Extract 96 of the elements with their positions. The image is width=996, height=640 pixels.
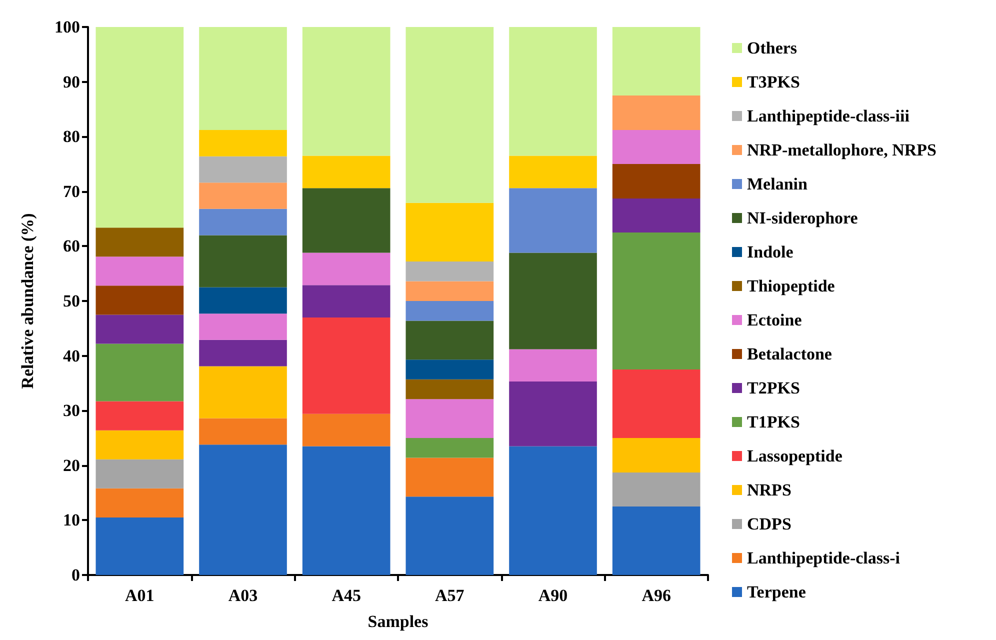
- y-tick-label: 80: [63, 127, 80, 146]
- bar: [302, 285, 390, 318]
- bar: [96, 401, 184, 430]
- bar: [199, 182, 287, 209]
- x-tick-label: A45: [332, 586, 361, 605]
- bar: [302, 446, 390, 575]
- bar: [612, 232, 700, 370]
- bar: [302, 27, 390, 156]
- bar: [612, 96, 700, 130]
- legend-label: T1PKS: [747, 412, 800, 432]
- bar: [199, 130, 287, 156]
- bar: [612, 438, 700, 473]
- bar: [199, 444, 287, 575]
- bar: [199, 235, 287, 288]
- bar: [199, 418, 287, 445]
- legend-label: NRPS: [747, 480, 792, 500]
- x-tick-label: A96: [642, 586, 671, 605]
- y-tick-label: 60: [63, 236, 80, 256]
- legend-label: Terpene: [747, 582, 806, 602]
- y-tick-label: 50: [63, 292, 80, 310]
- y-tick-label: 90: [63, 72, 80, 92]
- bar: [509, 382, 597, 446]
- y-axis-title: Relative abundance (%): [18, 213, 37, 389]
- bar: [406, 379, 494, 400]
- legend-label: Lanthipeptide-class-iii: [747, 106, 910, 126]
- bar: [406, 496, 494, 575]
- bar: [509, 156, 597, 188]
- bar: [96, 344, 184, 402]
- bar: [199, 366, 287, 418]
- bar: [509, 188, 597, 253]
- bar: [199, 27, 287, 130]
- bar: [302, 317, 390, 414]
- bar: [199, 208, 287, 236]
- bar: [406, 202, 494, 262]
- bar: [612, 506, 700, 575]
- bar: [509, 27, 597, 156]
- bar: [199, 156, 287, 183]
- bar: [612, 198, 700, 232]
- legend-label: Lassopeptide: [747, 446, 843, 466]
- legend-label: Thiopeptide: [747, 276, 836, 296]
- bar: [96, 228, 184, 257]
- bar: [96, 459, 184, 488]
- bar: [406, 262, 494, 282]
- bar: [406, 438, 494, 458]
- bar: [612, 164, 700, 199]
- bar: [509, 349, 597, 382]
- bar: [302, 252, 390, 286]
- legend-label: T2PKS: [747, 378, 800, 398]
- legend-label: T3PKS: [747, 72, 800, 92]
- legend-label: NI-siderophore: [747, 208, 858, 228]
- bar: [96, 27, 184, 228]
- legend-label: Lanthipeptide-class-i: [747, 548, 900, 568]
- bar: [96, 314, 184, 344]
- bar: [612, 130, 700, 164]
- bar: [199, 340, 287, 366]
- bar: [406, 360, 494, 380]
- legend-label: CDPS: [747, 514, 792, 534]
- bar: [96, 256, 184, 286]
- bar: [406, 27, 494, 203]
- legend-label: Others: [747, 38, 798, 58]
- y-tick-label: 0: [72, 566, 80, 584]
- y-tick-label: 30: [63, 401, 80, 420]
- bar: [406, 301, 494, 321]
- bar: [199, 287, 287, 314]
- bar: [96, 286, 184, 315]
- legend-label: NRP-metallophore, NRPS: [747, 140, 936, 160]
- bar: [406, 399, 494, 438]
- bar: [96, 488, 184, 518]
- bar: [612, 370, 700, 438]
- bar: [406, 458, 494, 497]
- legend-label: Ectoine: [747, 310, 802, 330]
- x-tick-label: A01: [125, 586, 154, 605]
- x-axis-title: Samples: [368, 612, 429, 631]
- bar: [406, 281, 494, 301]
- bar: [96, 517, 184, 575]
- bar: [612, 472, 700, 506]
- bar: [406, 320, 494, 360]
- bar: [509, 252, 597, 350]
- bar: [302, 188, 390, 253]
- y-tick-label: 40: [63, 346, 80, 366]
- y-tick-label: 10: [63, 510, 80, 530]
- bar: [509, 446, 597, 575]
- legend-label: Indole: [747, 242, 794, 262]
- y-tick-label: 100: [54, 18, 80, 36]
- legend-label: Betalactone: [747, 344, 832, 364]
- x-tick-label: A57: [435, 586, 465, 605]
- x-tick-label: A90: [538, 586, 568, 605]
- bar: [302, 414, 390, 446]
- y-tick-label: 70: [63, 182, 80, 201]
- bar: [199, 314, 287, 340]
- bar: [96, 430, 184, 460]
- bar: [302, 156, 390, 188]
- bar: [612, 27, 700, 96]
- y-tick-label: 20: [63, 456, 80, 475]
- x-tick-label: A03: [228, 586, 258, 605]
- legend-label: Melanin: [747, 174, 808, 194]
